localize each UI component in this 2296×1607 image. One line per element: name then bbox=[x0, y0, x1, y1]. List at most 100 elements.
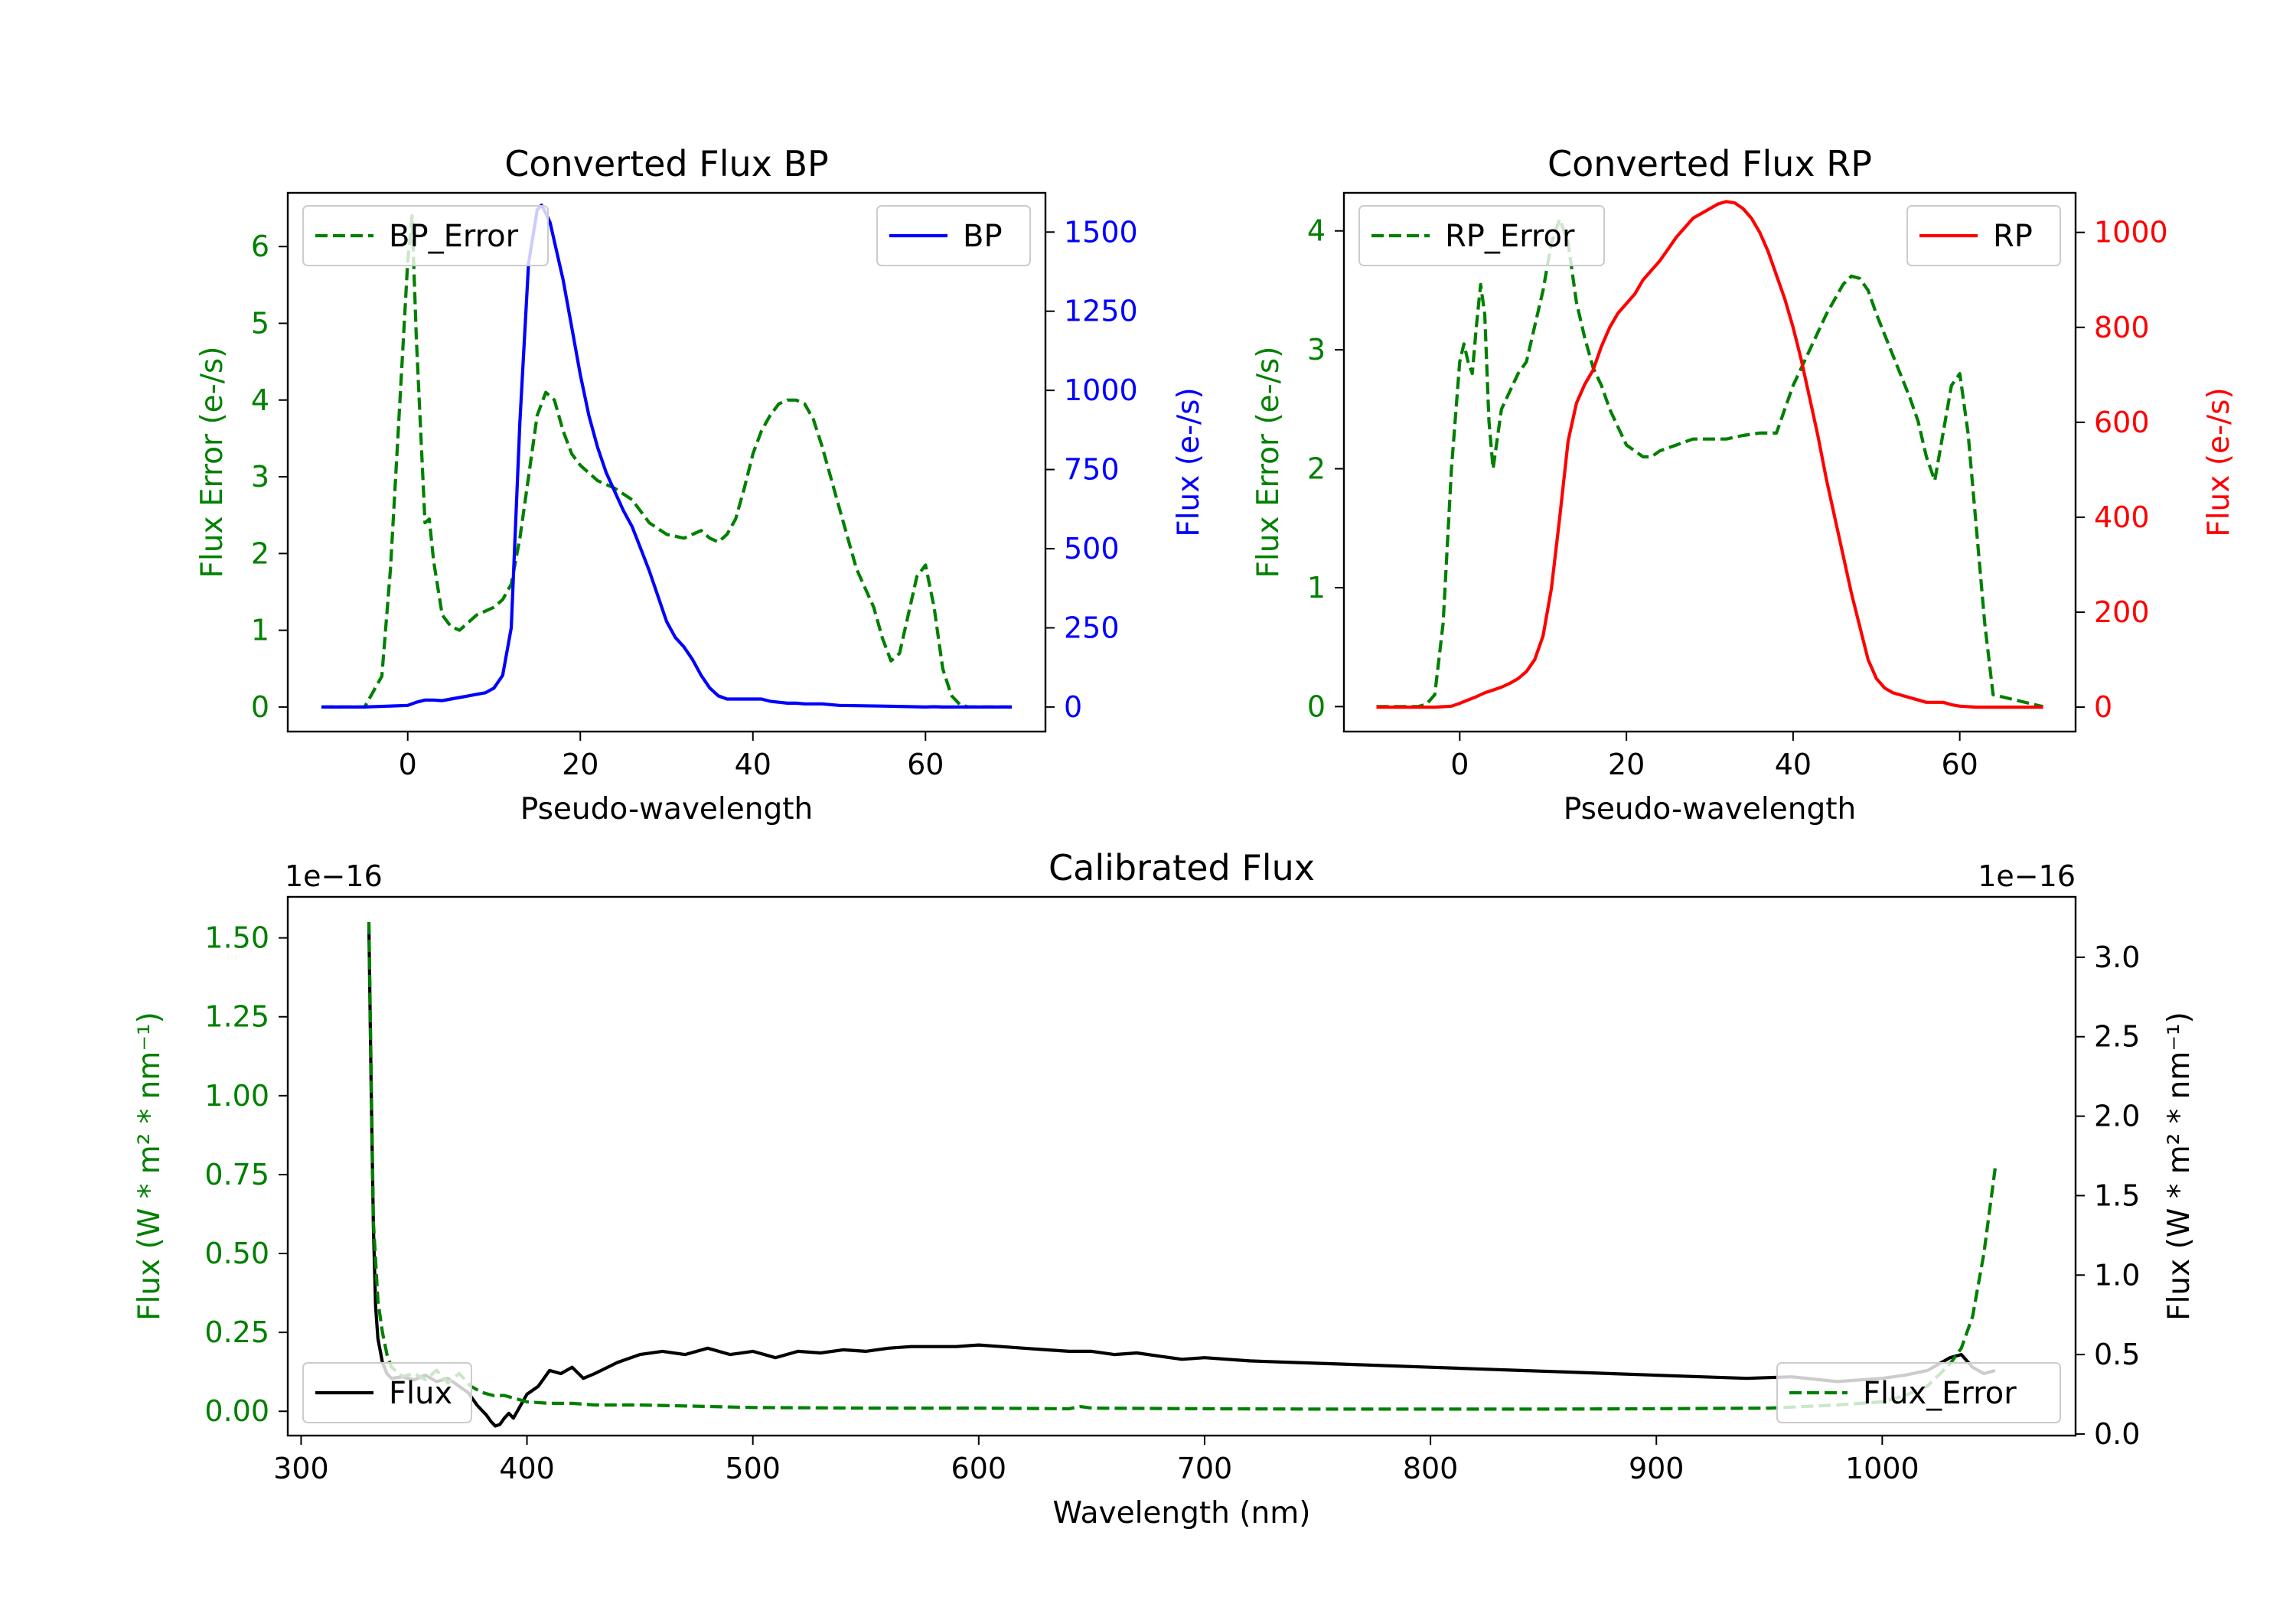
y-left-tick-label: 5 bbox=[251, 306, 269, 340]
y-left-tick-label: 4 bbox=[251, 383, 269, 417]
axes-frame bbox=[286, 895, 2077, 1437]
x-tick-label: 40 bbox=[1775, 748, 1812, 781]
y-right-tick-label: 0 bbox=[2094, 690, 2112, 724]
y-left-tick-label: 0.25 bbox=[204, 1315, 269, 1349]
series-line-bp bbox=[321, 204, 1012, 709]
y-left-tick-label: 0 bbox=[1307, 689, 1326, 723]
y-right-tick-label: 0.0 bbox=[2094, 1417, 2140, 1451]
y-left-tick-label: 6 bbox=[251, 230, 269, 263]
x-tick-label: 700 bbox=[1177, 1452, 1233, 1485]
y-right-tick-label: 400 bbox=[2094, 500, 2150, 534]
chart-panel-1: 0 20 40 6001234560250500750100012501500Conv… bbox=[195, 143, 1206, 826]
x-tick-label: 0 bbox=[1450, 748, 1469, 781]
y-left-tick-label: 2 bbox=[251, 536, 269, 570]
y-left-tick-label: 0.50 bbox=[204, 1237, 269, 1270]
x-tick-label: 1000 bbox=[1845, 1452, 1919, 1485]
y-left-tick-label: 1 bbox=[1307, 571, 1326, 605]
y-left-tick-label: 2 bbox=[1307, 452, 1326, 486]
chart-title: Calibrated Flux bbox=[1049, 847, 1315, 888]
y-right-tick-label: 1.0 bbox=[2094, 1258, 2140, 1292]
y-left-tick-label: 3 bbox=[251, 460, 269, 494]
y-right-tick-label: 0.5 bbox=[2094, 1338, 2140, 1371]
y-right-axis-label: Flux (e-/s) bbox=[2202, 387, 2236, 536]
legend-rp: RP bbox=[1906, 205, 2061, 266]
legend-bp-error: BP_Error bbox=[302, 205, 549, 266]
x-axis-label: Wavelength (nm) bbox=[1053, 1496, 1311, 1530]
legend-rp-error: RP_Error bbox=[1358, 205, 1605, 266]
legend-label: BP_Error bbox=[389, 219, 519, 254]
x-axis-label: Pseudo-wavelength bbox=[1564, 792, 1856, 826]
y-left-axis-label: Flux (W * m² * nm⁻¹) bbox=[132, 1012, 167, 1321]
x-tick-label: 60 bbox=[1941, 748, 1978, 781]
y-right-tick-label: 750 bbox=[1064, 453, 1120, 487]
y-right-tick-label: 1500 bbox=[1064, 215, 1138, 249]
legend-box bbox=[302, 1362, 472, 1423]
x-tick-label: 20 bbox=[562, 748, 598, 781]
y-left-tick-label: 0.75 bbox=[204, 1158, 269, 1191]
x-tick-label: 40 bbox=[735, 748, 771, 781]
y-left-axis-label: Flux Error (e-/s) bbox=[195, 347, 230, 579]
y-right-tick-label: 2.0 bbox=[2094, 1100, 2140, 1133]
x-tick-label: 500 bbox=[725, 1452, 781, 1485]
series-line-bp-error bbox=[321, 214, 1012, 709]
x-tick-label: 600 bbox=[951, 1452, 1007, 1485]
x-tick-label: 900 bbox=[1629, 1452, 1684, 1485]
legend-box bbox=[1906, 205, 2061, 266]
legend-flux-error: Flux_Error bbox=[1776, 1362, 2061, 1423]
x-tick-label: 300 bbox=[273, 1452, 329, 1485]
axes-frame bbox=[1342, 191, 2077, 733]
chart-title: Converted Flux RP bbox=[1548, 143, 1872, 184]
y-left-tick-label: 0.00 bbox=[204, 1394, 269, 1428]
y-right-tick-label: 1000 bbox=[2094, 216, 2168, 249]
y-left-tick-label: 3 bbox=[1307, 333, 1326, 367]
legend-box bbox=[1776, 1362, 2061, 1423]
chart-title: Converted Flux BP bbox=[504, 143, 829, 184]
y-right-tick-label: 500 bbox=[1064, 532, 1120, 566]
y-right-tick-label: 2.5 bbox=[2094, 1020, 2140, 1054]
x-tick-label: 20 bbox=[1608, 748, 1645, 781]
legend-label: Flux bbox=[389, 1376, 452, 1411]
series-line-rp bbox=[1376, 200, 2043, 709]
y-right-tick-label: 1000 bbox=[1064, 373, 1138, 407]
legend-label: Flux_Error bbox=[1863, 1376, 2017, 1411]
legend-label: RP_Error bbox=[1445, 219, 1575, 254]
y-left-tick-label: 1.00 bbox=[204, 1079, 269, 1113]
series-line-rp-error bbox=[1376, 217, 2043, 709]
y-left-tick-label: 4 bbox=[1307, 214, 1326, 248]
legend-flux: Flux bbox=[302, 1362, 472, 1423]
legend-box bbox=[302, 205, 549, 266]
legend-bp: BP bbox=[876, 205, 1031, 266]
y-right-tick-label: 800 bbox=[2094, 311, 2150, 344]
x-tick-label: 800 bbox=[1403, 1452, 1459, 1485]
y-right-offset-label: 1e−16 bbox=[1978, 859, 2076, 893]
y-right-tick-label: 600 bbox=[2094, 406, 2150, 439]
y-right-tick-label: 250 bbox=[1064, 611, 1120, 644]
x-tick-label: 0 bbox=[399, 748, 417, 781]
y-left-offset-label: 1e−16 bbox=[285, 859, 383, 893]
y-left-tick-label: 0 bbox=[251, 690, 269, 724]
y-left-axis-label: Flux Error (e-/s) bbox=[1251, 347, 1286, 579]
legend-box bbox=[876, 205, 1031, 266]
legend-label: RP bbox=[1993, 219, 2033, 254]
axes-frame bbox=[286, 191, 1047, 733]
y-right-tick-label: 200 bbox=[2094, 595, 2150, 629]
x-tick-label: 400 bbox=[499, 1452, 555, 1485]
x-tick-label: 60 bbox=[907, 748, 944, 781]
y-right-tick-label: 3.0 bbox=[2094, 940, 2140, 974]
y-left-tick-label: 1.25 bbox=[204, 1000, 269, 1034]
series-line-flux-error bbox=[367, 921, 1997, 1411]
y-right-tick-label: 1.5 bbox=[2094, 1178, 2140, 1212]
y-right-axis-label: Flux (W * m² * nm⁻¹) bbox=[2162, 1012, 2197, 1321]
y-right-tick-label: 1250 bbox=[1064, 295, 1138, 328]
legend-label: BP bbox=[963, 219, 1003, 254]
y-right-tick-label: 0 bbox=[1064, 690, 1082, 724]
series-line-flux bbox=[367, 925, 1996, 1428]
y-left-tick-label: 1.50 bbox=[204, 921, 269, 955]
x-axis-label: Pseudo-wavelength bbox=[520, 792, 813, 826]
legend-box bbox=[1358, 205, 1605, 266]
y-left-tick-label: 1 bbox=[251, 614, 269, 647]
y-right-axis-label: Flux (e-/s) bbox=[1172, 387, 1206, 536]
chart-panel-3: 300 400 500 600 700 800 900 1000 0.00 0.25 0.50 0.7… bbox=[132, 847, 2197, 1530]
